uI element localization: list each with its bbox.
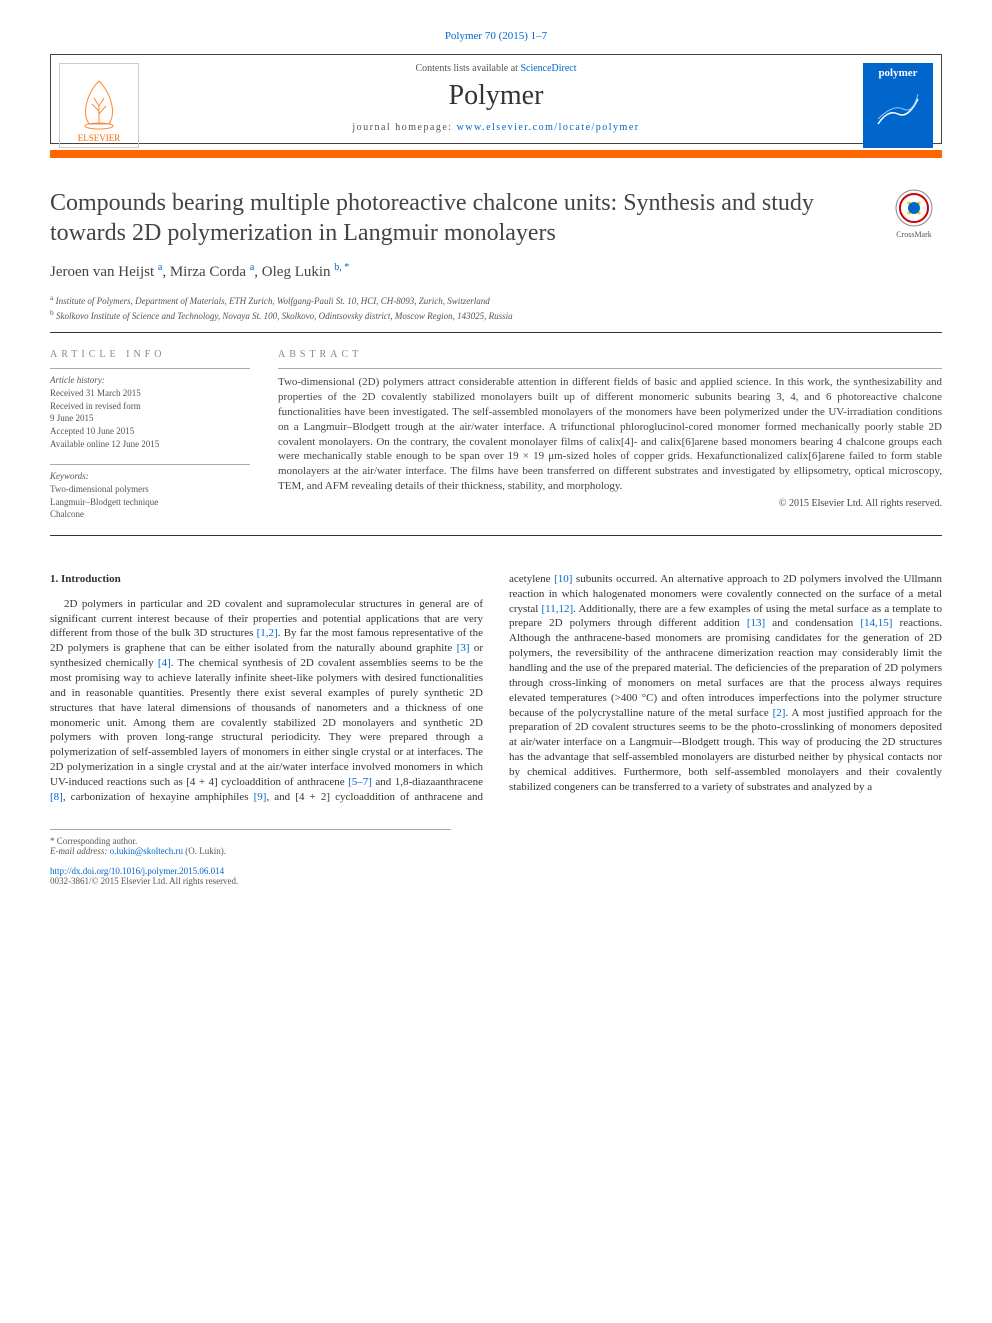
sciencedirect-link[interactable]: ScienceDirect <box>520 63 576 74</box>
citation-link[interactable]: [4] <box>158 657 171 669</box>
journal-header: ELSEVIER polymer Contents lists availabl… <box>50 54 942 144</box>
divider-heavy <box>50 535 942 536</box>
contents-prefix: Contents lists available at <box>415 63 520 74</box>
citation-link[interactable]: [14,15] <box>860 617 892 629</box>
citation-link[interactable]: [2] <box>773 707 786 719</box>
abstract-text: Two-dimensional (2D) polymers attract co… <box>278 375 942 494</box>
keyword-item: Two-dimensional polymers <box>50 483 250 496</box>
keywords-label: Keywords: <box>50 464 250 481</box>
journal-homepage-line: journal homepage: www.elsevier.com/locat… <box>151 122 841 133</box>
history-item: Received 31 March 2015 <box>50 387 250 400</box>
history-item: Accepted 10 June 2015 <box>50 425 250 438</box>
email-label: E-mail address: <box>50 846 107 856</box>
journal-cover-graphic-icon <box>873 79 923 129</box>
article-info-sidebar: ARTICLE INFO Article history: Received 3… <box>50 349 250 521</box>
article-title: Compounds bearing multiple photoreactive… <box>50 188 874 248</box>
elsevier-logo[interactable]: ELSEVIER <box>59 63 139 148</box>
affiliations: a Institute of Polymers, Department of M… <box>50 293 942 322</box>
citation-link[interactable]: [3] <box>457 642 470 654</box>
citation-link[interactable]: [1,2] <box>257 627 278 639</box>
keyword-item: Chalcone <box>50 508 250 521</box>
affiliation-b: b Skolkovo Institute of Science and Tech… <box>50 308 942 323</box>
elsevier-tree-icon <box>74 76 124 131</box>
email-link[interactable]: o.lukin@skoltech.ru <box>110 846 183 856</box>
citation-link[interactable]: [11,12] <box>542 603 574 615</box>
doi-line: http://dx.doi.org/10.1016/j.polymer.2015… <box>50 866 942 876</box>
authors-line: Jeroen van Heijst a, Mirza Corda a, Oleg… <box>50 262 942 281</box>
footnotes: * Corresponding author. E-mail address: … <box>50 829 451 856</box>
body-paragraph: 2D polymers in particular and 2D covalen… <box>50 572 942 805</box>
journal-reference: Polymer 70 (2015) 1–7 <box>50 30 942 42</box>
doi-link[interactable]: http://dx.doi.org/10.1016/j.polymer.2015… <box>50 866 224 876</box>
email-author-name: (O. Lukin). <box>185 846 226 856</box>
issn-copyright-line: 0032-3861/© 2015 Elsevier Ltd. All right… <box>50 876 942 886</box>
divider <box>278 368 942 369</box>
article-body: 1. Introduction 2D polymers in particula… <box>50 572 942 805</box>
history-item: 9 June 2015 <box>50 412 250 425</box>
crossmark-icon <box>894 188 934 228</box>
citation-link[interactable]: [13] <box>747 617 765 629</box>
accent-bar <box>50 150 942 158</box>
elsevier-label: ELSEVIER <box>78 133 121 143</box>
contents-available-line: Contents lists available at ScienceDirec… <box>151 63 841 74</box>
citation-link[interactable]: [5–7] <box>348 776 372 788</box>
journal-name: Polymer <box>151 80 841 112</box>
section-title: Introduction <box>61 573 121 585</box>
citation-link[interactable]: [10] <box>554 573 572 585</box>
abstract-label: ABSTRACT <box>278 349 942 360</box>
keyword-item: Langmuir–Blodgett technique <box>50 496 250 509</box>
citation-link[interactable]: [8] <box>50 791 63 803</box>
corresponding-email: E-mail address: o.lukin@skoltech.ru (O. … <box>50 846 451 856</box>
corresponding-author-note: * Corresponding author. <box>50 836 451 846</box>
divider <box>50 368 250 369</box>
section-heading: 1. Introduction <box>50 572 483 587</box>
history-label: Article history: <box>50 375 250 385</box>
article-info-label: ARTICLE INFO <box>50 349 250 360</box>
homepage-prefix: journal homepage: <box>352 122 456 133</box>
crossmark-badge[interactable]: CrossMark <box>886 188 942 244</box>
journal-cover-title: polymer <box>878 67 917 79</box>
crossmark-label: CrossMark <box>896 230 932 239</box>
affiliation-a: a Institute of Polymers, Department of M… <box>50 293 942 308</box>
section-number: 1. <box>50 573 58 585</box>
journal-cover-thumbnail[interactable]: polymer <box>863 63 933 148</box>
history-item: Available online 12 June 2015 <box>50 438 250 451</box>
journal-homepage-link[interactable]: www.elsevier.com/locate/polymer <box>457 122 640 133</box>
history-item: Received in revised form <box>50 400 250 413</box>
abstract-copyright: © 2015 Elsevier Ltd. All rights reserved… <box>278 498 942 509</box>
abstract-column: ABSTRACT Two-dimensional (2D) polymers a… <box>278 349 942 521</box>
citation-link[interactable]: [9] <box>254 791 267 803</box>
divider <box>50 332 942 333</box>
